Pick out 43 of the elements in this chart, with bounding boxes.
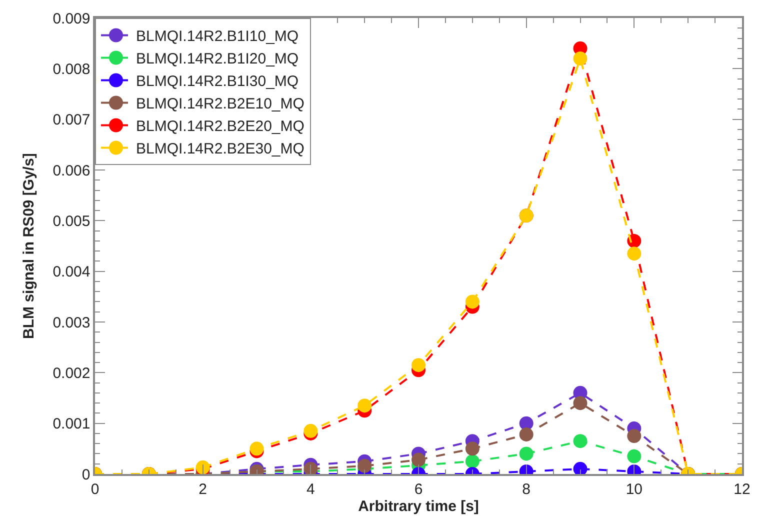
legend-label: BLMQI.14R2.B2E30_MQ xyxy=(136,140,304,158)
legend-label: BLMQI.14R2.B2E20_MQ xyxy=(136,118,304,136)
legend-label: BLMQI.14R2.B2E10_MQ xyxy=(136,96,304,113)
point xyxy=(412,358,426,372)
point xyxy=(465,442,480,456)
y-tick-label: 0.004 xyxy=(52,264,90,281)
point xyxy=(304,424,318,438)
point xyxy=(627,429,642,443)
y-tick-label: 0.007 xyxy=(52,112,90,129)
point xyxy=(304,462,318,474)
point xyxy=(627,449,642,464)
y-tick-label: 0.008 xyxy=(52,60,90,78)
y-tick-label: 0.005 xyxy=(52,212,90,230)
x-tick-label: 6 xyxy=(414,480,423,498)
point xyxy=(519,446,534,461)
point xyxy=(573,396,588,410)
legend-label: BLMQI.14R2.B1I30_MQ xyxy=(136,73,299,90)
point xyxy=(250,442,264,456)
point xyxy=(465,454,480,468)
y-tick-label: 0.001 xyxy=(52,416,90,433)
point xyxy=(573,434,588,448)
x-axis-title: Arbitrary time [s] xyxy=(358,498,479,515)
x-tick-label: 12 xyxy=(734,480,750,498)
y-tick-label: 0.003 xyxy=(52,314,90,332)
point xyxy=(519,427,534,442)
y-tick-label: 0 xyxy=(82,466,90,484)
point xyxy=(627,246,642,261)
point xyxy=(358,398,372,413)
point xyxy=(412,452,426,467)
point xyxy=(465,294,480,309)
y-tick-label: 0.009 xyxy=(52,10,90,28)
y-tick-label: 0.002 xyxy=(52,364,90,382)
y-axis-title: BLM signal in RS09 [Gy/s] xyxy=(20,153,38,339)
x-tick-label: 2 xyxy=(198,480,207,498)
x-tick-label: 4 xyxy=(306,480,315,498)
legend-label: BLMQI.14R2.B1I10_MQ xyxy=(136,28,299,46)
point xyxy=(573,52,588,66)
point xyxy=(573,462,588,474)
legend-label: BLMQI.14R2.B1I20_MQ xyxy=(136,50,299,68)
y-tick-label: 0.006 xyxy=(52,162,90,180)
x-tick-label: 8 xyxy=(522,480,530,498)
x-tick-label: 10 xyxy=(626,480,643,498)
point xyxy=(358,458,372,473)
